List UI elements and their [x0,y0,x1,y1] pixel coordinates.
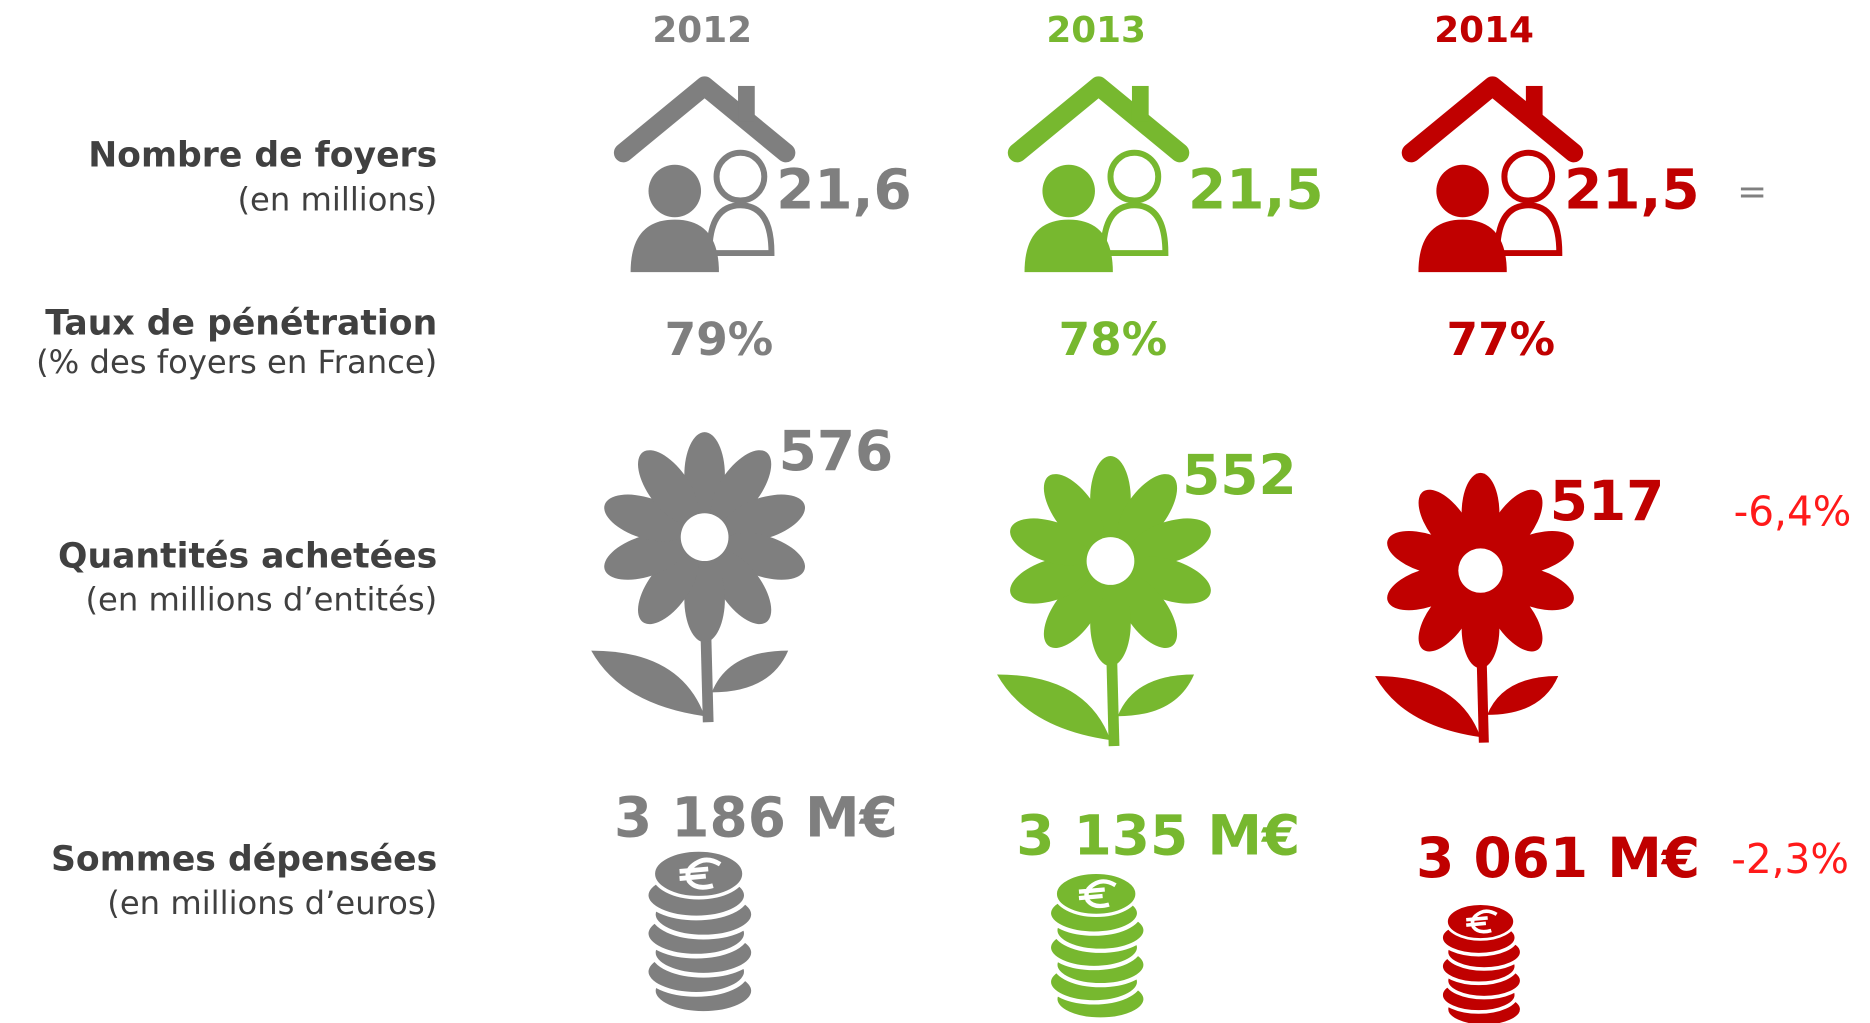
coin-top [1053,870,1139,917]
person-body [630,219,719,273]
person-body [1494,202,1563,257]
petal [1418,583,1475,652]
row-title: Quantités achetées [58,536,437,576]
flower-center [680,513,729,562]
euro-sign [1078,879,1117,909]
year: 2014 [1434,10,1534,51]
leaf [711,650,789,693]
petal [1496,530,1574,575]
year: 2012 [652,10,752,51]
flower-icon [1375,472,1574,743]
petal [1486,583,1543,652]
petal [1387,566,1465,611]
person-head [1107,149,1162,204]
person-body [706,202,775,257]
coins-icon [643,848,756,1016]
row-subtitle: (en millions d’euros) [107,884,437,922]
row-subtitle: (% des foyers en France) [36,343,437,381]
petal [1116,574,1178,649]
petal [1010,556,1093,604]
petal [604,532,687,580]
quantity-value: 576 [779,419,894,483]
household-value: 21,5 [1188,158,1323,222]
roof [1401,76,1584,163]
petal [1128,518,1211,566]
person-head [1042,164,1095,218]
chimney [1131,85,1149,122]
person-body [1100,202,1169,257]
leaf [997,674,1111,741]
leaf [591,650,705,717]
row-title: Sommes dépensées [51,840,437,880]
house-icon [1007,76,1190,273]
petal [1486,489,1543,559]
petal [1418,489,1475,559]
petal [638,550,699,625]
penetration-value: 78% [1059,313,1168,366]
euro-sign [679,857,722,890]
flower-icon [997,455,1211,747]
quantity-value: 517 [1550,469,1665,533]
row-subtitle: (en millions) [237,181,437,219]
petal [710,550,772,625]
household-value: 21,6 [776,158,911,222]
petal [1043,474,1105,548]
quantity-value: 552 [1182,443,1297,507]
roof [1007,76,1190,163]
petal [722,494,805,542]
roof [613,76,796,163]
euro-sign [1466,909,1498,934]
person-body [1418,219,1507,273]
coin-top [651,848,746,900]
person-head [1436,164,1489,218]
flower-icon [591,432,805,723]
petal [710,450,772,524]
row-title: Nombre de foyers [88,135,437,175]
house-icon [613,76,796,273]
penetration-value: 77% [1447,313,1556,366]
house-icon [1401,76,1584,273]
change: -6,4% [1734,487,1852,535]
petal [638,450,699,524]
flower-center [1086,537,1135,585]
person-head [713,149,768,204]
leaf [1375,676,1481,738]
person-head [1501,149,1556,204]
change: = [1737,171,1767,212]
row-subtitle: (en millions d’entités) [85,581,437,619]
spending-value: 3 135 M€ [1016,803,1300,867]
row-title: Taux de pénétration [45,304,437,344]
leaf [1487,676,1559,715]
change: -2,3% [1731,835,1849,883]
petal [1043,574,1105,649]
penetration-value: 79% [665,313,774,366]
coins-icon [1439,902,1524,1023]
spending-value: 3 186 M€ [614,785,898,849]
household-value: 21,5 [1564,158,1699,222]
person-head [648,164,702,218]
year: 2013 [1046,10,1146,51]
chimney [1525,85,1543,122]
coin-top [1445,902,1516,941]
coins-icon [1046,870,1148,1022]
chimney [738,85,755,122]
leaf [1117,674,1195,717]
spending-value: 3 061 M€ [1416,826,1700,890]
petal [1116,474,1178,548]
flower-center [1458,548,1503,593]
person-body [1024,219,1113,273]
